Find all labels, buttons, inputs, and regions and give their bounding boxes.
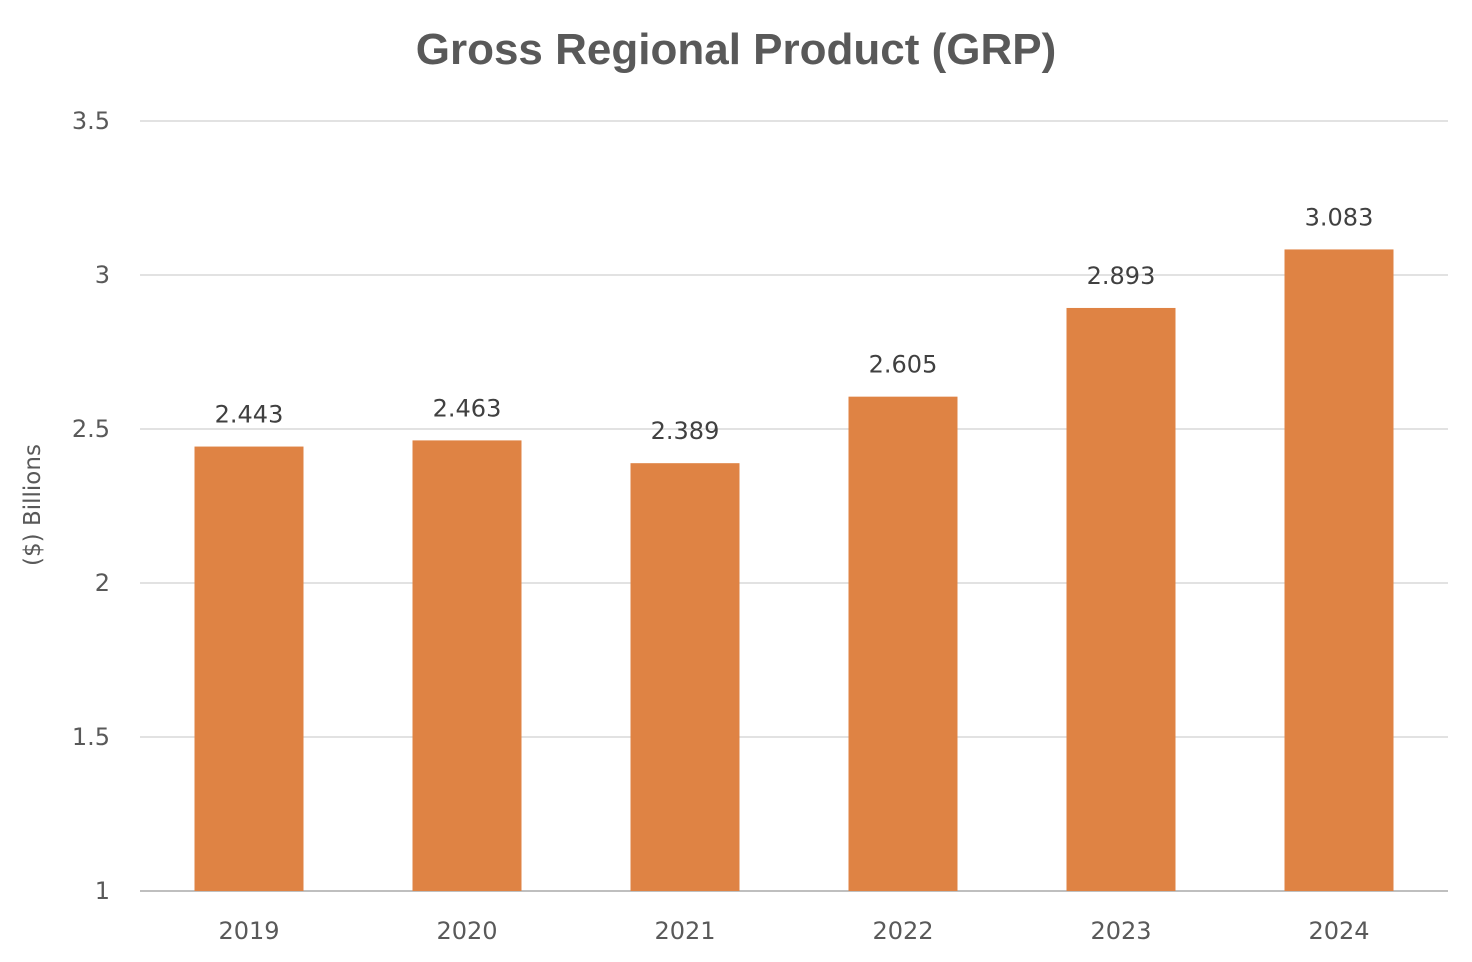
- chart-title: Gross Regional Product (GRP): [416, 25, 1057, 74]
- y-tick-label: 2: [95, 569, 110, 597]
- x-tick-label: 2019: [218, 917, 279, 945]
- x-tick-label: 2021: [654, 917, 715, 945]
- bar: [412, 440, 522, 891]
- data-label: 2.463: [433, 394, 502, 422]
- x-axis-ticks: 2019 2020 2021 2022 2023 2024: [218, 917, 1369, 945]
- x-tick-label: 2023: [1090, 917, 1151, 945]
- x-tick-label: 2022: [872, 917, 933, 945]
- x-tick-label: 2020: [436, 917, 497, 945]
- y-axis-ticks: 1 1.5 2 2.5 3 3.5: [72, 107, 110, 905]
- data-label: 3.083: [1305, 203, 1374, 231]
- bar: [630, 463, 740, 891]
- bar: [194, 446, 304, 891]
- data-label: 2.605: [869, 351, 938, 379]
- y-axis-label: ($) Billions: [20, 444, 46, 566]
- y-tick-label: 2.5: [72, 415, 110, 443]
- data-label: 2.389: [651, 417, 720, 445]
- bar: [848, 396, 958, 891]
- data-labels: 2.443 2.463 2.389 2.605 2.893 3.083: [215, 203, 1374, 445]
- bars: [194, 249, 1394, 891]
- bar: [1066, 307, 1176, 891]
- data-label: 2.443: [215, 401, 284, 429]
- bar: [1284, 249, 1394, 891]
- gridlines: [140, 120, 1448, 892]
- y-tick-label: 3.5: [72, 107, 110, 135]
- y-tick-label: 1.5: [72, 723, 110, 751]
- y-tick-label: 3: [95, 261, 110, 289]
- data-label: 2.893: [1087, 262, 1156, 290]
- x-tick-label: 2024: [1308, 917, 1369, 945]
- y-tick-label: 1: [95, 877, 110, 905]
